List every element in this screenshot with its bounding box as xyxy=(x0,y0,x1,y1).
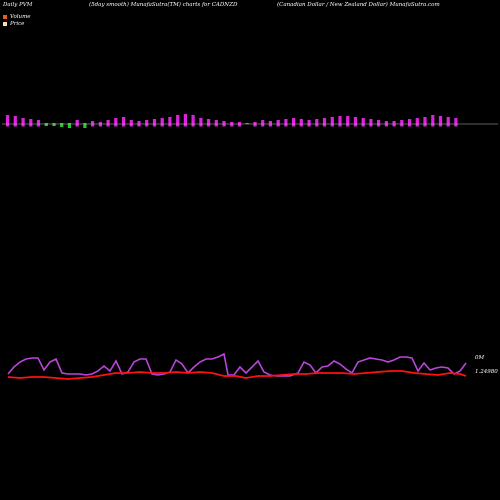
volume-bar xyxy=(408,119,412,127)
chart-label-left: Daily PVM xyxy=(3,2,33,8)
volume-bar xyxy=(261,120,265,127)
volume-bar xyxy=(114,118,118,127)
volume-bar xyxy=(13,116,17,127)
volume-bar xyxy=(446,117,450,127)
volume-bar xyxy=(322,118,327,127)
volume-bar xyxy=(315,119,319,127)
volume-bars xyxy=(6,114,458,128)
volume-bar xyxy=(145,120,149,127)
legend-volume: Volume xyxy=(3,14,31,20)
legend-price-swatch xyxy=(3,21,7,26)
volume-bar xyxy=(245,123,249,124)
volume-bar xyxy=(207,119,211,127)
volume-bar xyxy=(6,115,10,127)
legend-price-label: Price xyxy=(10,21,25,27)
legend-price: Price xyxy=(3,21,24,27)
volume-bar xyxy=(75,120,79,127)
chart-subtitle: (Canadian Dollar / New Zealand Dollar) M… xyxy=(277,2,440,8)
volume-bar xyxy=(454,118,458,127)
volume-bar xyxy=(276,120,280,127)
volume-bar xyxy=(52,123,56,126)
volume-bar xyxy=(292,118,296,127)
volume-bar xyxy=(21,118,25,127)
volume-bar xyxy=(369,119,373,127)
volume-bar xyxy=(400,120,404,127)
volume-bar xyxy=(168,117,172,127)
volume-bar xyxy=(361,118,365,127)
volume-bar xyxy=(199,118,203,127)
price-line xyxy=(7,370,467,380)
volume-bar xyxy=(353,117,358,127)
volume-bar xyxy=(346,116,350,127)
volume-bar xyxy=(36,120,41,127)
volume-bar xyxy=(377,120,381,127)
volume-bar xyxy=(67,123,71,128)
volume-bar xyxy=(129,120,133,127)
volume-bar xyxy=(60,123,64,127)
pvm-line xyxy=(7,352,467,377)
volume-bar xyxy=(307,120,311,127)
volume-bar xyxy=(106,120,110,127)
volume-bar xyxy=(214,120,218,127)
volume-value-label: 0M xyxy=(475,355,484,361)
volume-bar xyxy=(330,117,334,127)
volume-bar xyxy=(29,119,33,127)
volume-bar xyxy=(299,119,303,127)
chart-title: (5day smooth) MunafaSutra(TM) charts for… xyxy=(89,2,238,8)
volume-bar xyxy=(423,117,427,127)
volume-bar xyxy=(191,115,195,127)
volume-bar xyxy=(415,118,419,127)
volume-bar xyxy=(176,115,180,127)
volume-bar xyxy=(152,119,157,127)
volume-bar xyxy=(83,123,87,128)
volume-bar xyxy=(438,116,443,127)
volume-bar xyxy=(431,115,435,127)
volume-bar xyxy=(122,117,126,127)
volume-bar xyxy=(284,119,288,127)
legend-volume-label: Volume xyxy=(10,14,31,20)
volume-bar xyxy=(44,123,48,126)
price-value-label: 1.24980 xyxy=(475,369,498,375)
volume-bar xyxy=(160,118,164,127)
volume-bar xyxy=(183,114,187,127)
legend-volume-swatch xyxy=(3,14,7,19)
volume-bar xyxy=(338,116,342,127)
